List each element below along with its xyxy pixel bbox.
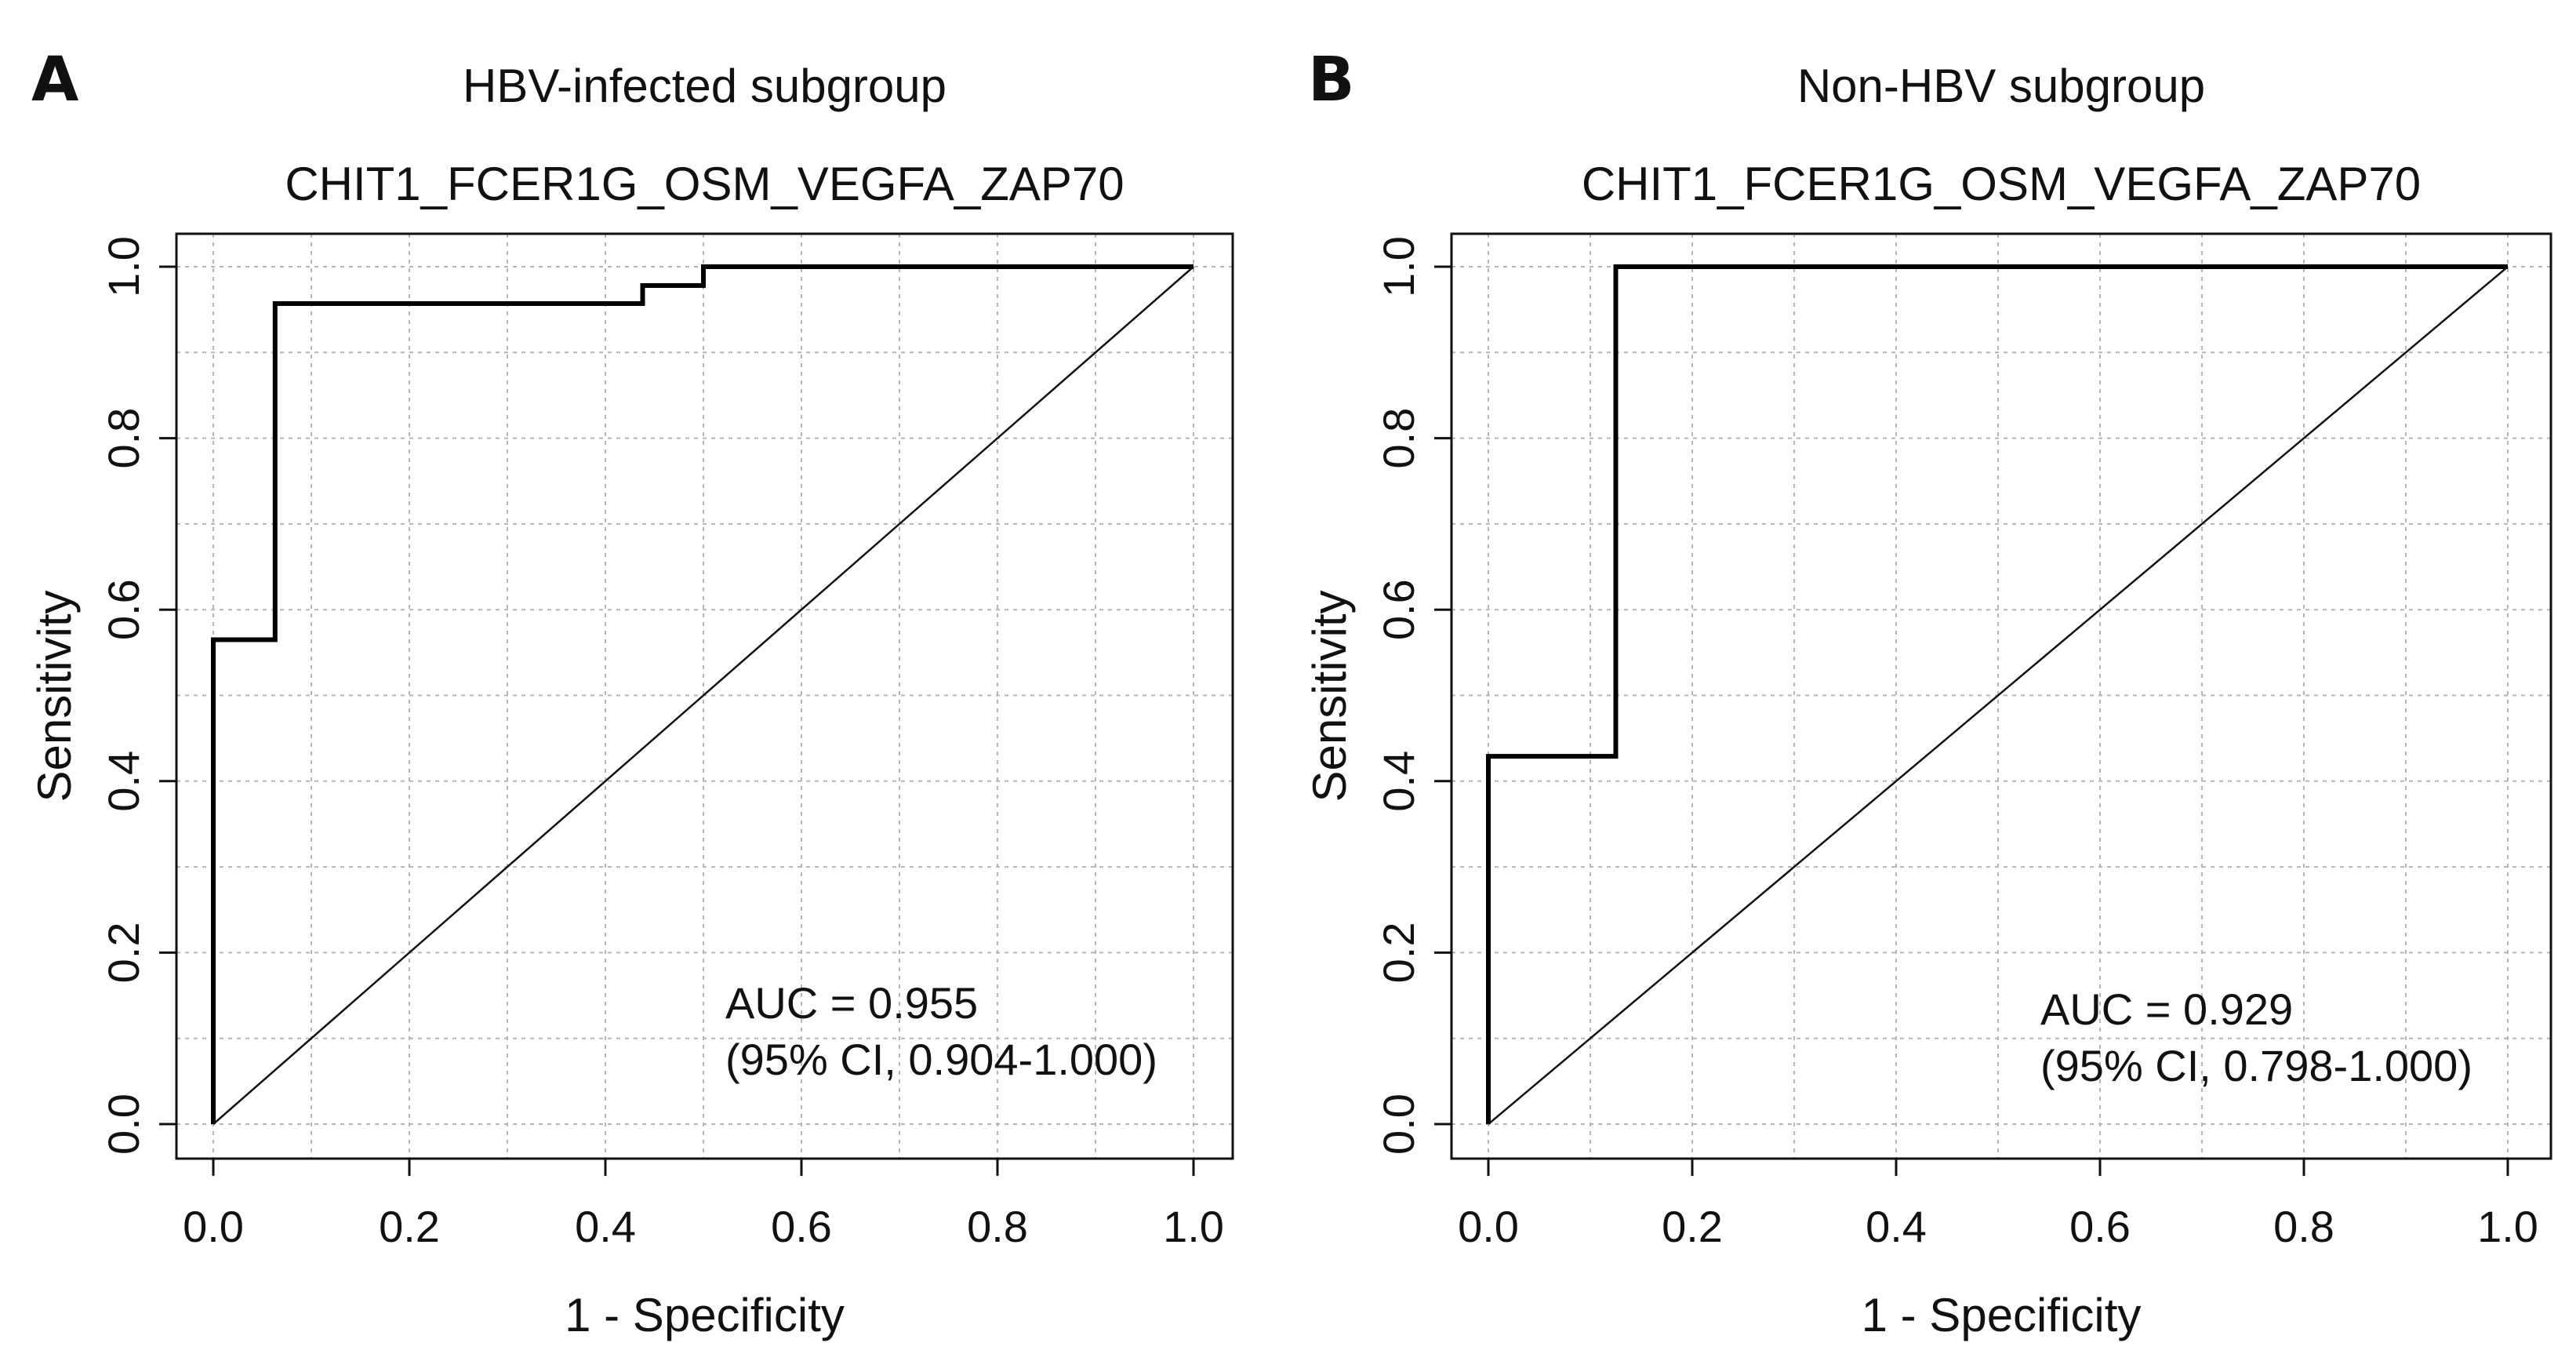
panel-a-auc-ci-label: (95% CI, 0.904-1.000) [725,1035,1157,1084]
panel-a-y-tick-label: 0.6 [99,579,148,640]
panel-b-x-tick-label: 0.8 [2273,1202,2334,1251]
panel-b-y-tick-label: 1.0 [1374,236,1423,297]
panel-a-subtitle: CHIT1_FCER1G_OSM_VEGFA_ZAP70 [285,158,1124,210]
panel-b-x-tick-label: 0.0 [1458,1202,1519,1251]
panel-a-x-tick-label: 0.0 [183,1202,244,1251]
panel-a-y-tick-label: 0.2 [99,922,148,983]
panel-b-y-tick-label: 0.0 [1374,1094,1423,1155]
panel-a-x-axis-title: 1 - Specificity [565,1289,845,1341]
panel-b-x-tick-label: 0.2 [1662,1202,1723,1251]
panel-b-auc-ci-label: (95% CI, 0.798-1.000) [2040,1041,2472,1090]
panel-a-y-axis-title: Sensitivity [28,590,81,802]
panel-b-x-tick-label: 0.6 [2069,1202,2131,1251]
panel-a-x-tick-label: 0.8 [967,1202,1028,1251]
panel-b-roc-curve [1486,264,2508,1124]
panel-a-y-tick-label: 0.8 [99,408,148,469]
panel-a-reference-diagonal [213,266,1194,1125]
panel-b-x-tick-label: 1.0 [2477,1202,2538,1251]
panel-a-x-tick-label: 0.2 [379,1202,440,1251]
panel-a-y-tick-label: 0.0 [99,1094,148,1155]
panel-b-subtitle: CHIT1_FCER1G_OSM_VEGFA_ZAP70 [1582,158,2421,210]
panel-b-letter: B [1308,45,1354,115]
panel-b-title: Non-HBV subgroup [1797,60,2205,112]
panel-b-y-tick-label: 0.8 [1374,408,1423,469]
panel-a-x-tick-label: 0.6 [771,1202,832,1251]
panel-a-roc-curve [211,264,1194,1124]
panel-b-x-axis-title: 1 - Specificity [1862,1289,2142,1341]
panel-b-y-tick-label: 0.6 [1374,579,1423,640]
panel-a-auc-label: AUC = 0.955 [725,978,978,1028]
panel-a-title: HBV-infected subgroup [463,60,946,112]
panel-b-y-tick-label: 0.4 [1374,751,1423,812]
panel-b-y-tick-label: 0.2 [1374,922,1423,983]
panel-b-auc-label: AUC = 0.929 [2040,984,2293,1034]
panel-b-reference-diagonal [1488,266,2509,1125]
panel-a-y-tick-label: 0.4 [99,751,148,812]
panel-a-letter: A [31,45,78,115]
panel-a-y-tick-label: 1.0 [99,236,148,297]
roc-panel-b: B Non-HBV subgroup CHIT1_FCER1G_OSM_VEGFA_… [1303,45,2552,1341]
panel-b-x-tick-label: 0.4 [1866,1202,1927,1251]
panel-a-x-tick-label: 0.4 [575,1202,636,1251]
panel-b-y-axis-title: Sensitivity [1303,590,1356,802]
roc-panel-a: A HBV-infected subgroup CHIT1_FCER1G_OSM_V… [28,45,1234,1341]
panel-a-x-tick-label: 1.0 [1163,1202,1224,1251]
